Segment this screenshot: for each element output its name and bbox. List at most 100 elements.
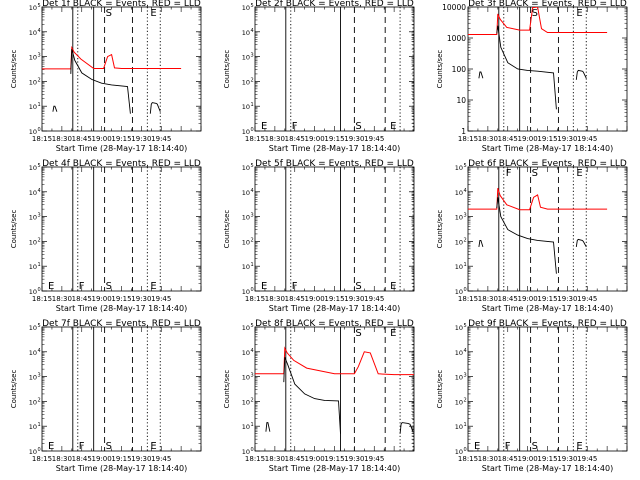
panel-title: Det 7f BLACK = Events, RED = LLD [42,319,201,329]
y-tick-exponent: 0 [38,447,41,453]
plot-area [468,7,608,110]
marker-letter: E [261,121,267,132]
marker-letter: E [390,121,396,132]
y-tick-exponent: 0 [464,447,467,453]
y-tick-label: 100 [452,65,467,74]
x-tick-label: 18:45 [285,295,305,303]
y-tick-exponent: 0 [38,287,41,293]
y-tick-label: 10 [242,214,250,222]
y-tick-exponent: 2 [38,237,41,243]
y-tick-exponent: 1 [251,102,254,108]
x-tick-label: 19:00 [518,455,538,463]
marker-letter: F [79,441,85,452]
x-tick-label: 19:15 [537,135,557,143]
y-tick-label: 10 [29,263,37,271]
marker-letter: E [261,281,267,292]
y-tick-label: 10 [29,349,37,357]
y-tick-exponent: 5 [251,3,254,9]
x-tick-label: 19:00 [305,135,325,143]
plot-frame [467,326,628,452]
x-axis-label: Start Time (28-May-17 18:14:40) [269,144,400,153]
y-tick-exponent: 0 [38,127,41,133]
marker-letter: E [48,441,54,452]
x-tick-label: 18:15 [458,295,478,303]
y-tick-label: 10 [455,164,463,172]
marker-letter: S [532,8,538,19]
plot-frame [41,326,202,452]
marker-letter: E [576,441,582,452]
y-tick-exponent: 3 [251,213,254,219]
events-series-line [70,48,131,114]
x-tick-label: 18:15 [245,455,265,463]
y-tick-label: 10 [242,189,250,197]
y-tick-label: 10 [29,214,37,222]
x-tick-label: 19:15 [537,455,557,463]
y-tick-exponent: 2 [38,397,41,403]
y-tick-label: 10 [29,4,37,12]
x-tick-label: 18:45 [498,455,518,463]
x-axis-label: Start Time (28-May-17 18:14:40) [482,464,613,473]
lld-series-line [255,346,414,376]
x-tick-label: 18:30 [478,135,498,143]
y-tick-exponent: 3 [464,373,467,379]
x-tick-label: 19:30 [557,135,577,143]
events-series-line [265,422,271,432]
x-tick-label: 19:00 [92,295,112,303]
x-tick-label: 19:00 [518,135,538,143]
events-series-line [575,69,587,80]
marker-letter: E [150,441,156,452]
y-tick-label: 10 [29,288,37,296]
y-tick-exponent: 5 [251,323,254,329]
x-axis-label: Start Time (28-May-17 18:14:40) [482,144,613,153]
y-tick-label: 10 [242,263,250,271]
x-tick-label: 18:45 [72,295,92,303]
x-tick-label: 18:45 [498,135,518,143]
x-tick-label: 19:45 [151,135,171,143]
y-tick-label: 10 [242,423,250,431]
y-axis-label: Counts/sec [10,370,18,409]
x-axis-label: Start Time (28-May-17 18:14:40) [56,304,187,313]
x-tick-label: 19:00 [92,455,112,463]
panel-title: Det 2f BLACK = Events, RED = LLD [255,0,414,9]
plot-frame [467,166,628,292]
y-tick-label: 10 [29,29,37,37]
x-axis-label: Start Time (28-May-17 18:14:40) [269,304,400,313]
y-axis-label: Counts/sec [436,50,444,89]
y-tick-exponent: 2 [251,237,254,243]
y-tick-exponent: 0 [464,287,467,293]
plot-frame [41,166,202,292]
x-tick-label: 19:00 [518,295,538,303]
y-tick-label: 1 [461,127,466,136]
y-tick-label: 10 [242,128,250,136]
x-tick-label: 18:30 [478,295,498,303]
marker-letter: S [106,281,112,292]
marker-letter: F [505,441,511,452]
x-tick-label: 18:30 [265,455,285,463]
x-tick-label: 19:30 [131,135,151,143]
panel-title: Det 9f BLACK = Events, RED = LLD [468,319,627,329]
marker-letter: E [576,168,582,179]
y-tick-label: 10 [455,238,463,246]
y-tick-label: 10 [242,164,250,172]
x-tick-label: 18:30 [265,135,285,143]
y-tick-exponent: 3 [464,213,467,219]
detector-panel: Det 3f BLACK = Events, RED = LLD 1 10 100 10… [436,0,628,153]
panel-title: Det 5f BLACK = Events, RED = LLD [255,159,414,169]
events-series-line [149,102,161,114]
events-series-line [575,238,587,248]
y-tick-exponent: 5 [38,323,41,329]
y-tick-exponent: 4 [38,188,41,194]
marker-letter: E [150,281,156,292]
x-tick-label: 18:15 [245,295,265,303]
events-series-line [283,357,341,434]
plot-frame [467,6,628,132]
y-tick-exponent: 3 [38,53,41,59]
y-tick-exponent: 0 [251,287,254,293]
lld-series-line [468,188,608,211]
panel-title: Det 1f BLACK = Events, RED = LLD [42,0,201,9]
plot-area [42,45,182,114]
y-tick-label: 10 [242,448,250,456]
